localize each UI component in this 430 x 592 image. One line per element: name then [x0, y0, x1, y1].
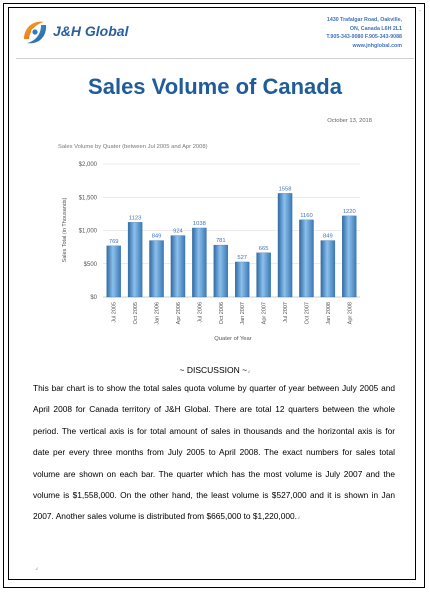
y-tick-label: $0	[90, 295, 97, 301]
x-tick-label: Apr 2006	[176, 302, 182, 324]
bar-apr-2008	[342, 215, 357, 298]
x-tick-label: Jan 2006	[155, 302, 161, 325]
x-axis-label: Quater of Year	[214, 336, 251, 342]
company-logo-icon	[24, 21, 47, 44]
data-label: 1160	[300, 213, 312, 219]
x-tick-label: Jul 2005	[112, 302, 118, 323]
margin-mark: ·	[426, 368, 428, 373]
sales-bar-chart: Sales Volume by Quater (between Jul 2005…	[58, 144, 360, 342]
discussion-text: This bar chart is to show the total sale…	[33, 383, 395, 522]
page-title: Sales Volume of Canada	[88, 74, 342, 99]
company-address: 1430 Trafalgar Road, Oakville, ON, Canad…	[326, 16, 402, 50]
website-line: www.jnhglobal.com	[352, 42, 402, 49]
y-tick-label: $2,000	[79, 162, 98, 168]
data-label: 1038	[193, 221, 206, 227]
address-line: ON, Canada L6H 2L1	[349, 25, 402, 32]
data-label: 769	[109, 239, 119, 245]
x-tick-label: Jul 2006	[197, 302, 203, 323]
chart-title: Sales Volume by Quater (between Jul 2005…	[58, 144, 208, 150]
bar-jan-2007	[234, 261, 250, 298]
data-label: 924	[173, 229, 183, 235]
discussion-paragraph: This bar chart is to show the total sale…	[33, 383, 395, 522]
bar-jul-2007	[277, 193, 293, 298]
bar-jul-2006	[192, 227, 207, 298]
bar-jan-2008	[320, 240, 336, 298]
company-name: J&H Global	[53, 23, 129, 39]
data-label: 1558	[279, 186, 292, 192]
y-axis-label: Sales Total (in Thousands)	[62, 197, 68, 262]
y-tick-label: $1,000	[79, 229, 98, 235]
discussion-heading-text: ~ DISCUSSION ~	[179, 365, 248, 375]
bar-apr-2007	[256, 252, 271, 298]
report-date: October 13, 2018	[327, 118, 372, 124]
bar-apr-2006	[170, 235, 186, 298]
bar-jul-2005	[106, 245, 121, 298]
x-tick-label: Apr 2007	[262, 302, 268, 324]
x-tick-label: Oct 2005	[133, 302, 139, 324]
corner-mark: ⌐	[419, 8, 422, 13]
header-divider	[16, 58, 414, 59]
y-tick-label: $1,500	[79, 195, 98, 201]
x-tick-label: Jan 2008	[326, 302, 332, 325]
x-tick-label: Jan 2007	[240, 302, 246, 325]
data-label: 849	[323, 234, 333, 240]
address-line: 1430 Trafalgar Road, Oakville,	[326, 17, 402, 23]
bar-oct-2006	[213, 244, 229, 298]
bar-jan-2006	[149, 240, 164, 298]
page-border	[3, 3, 425, 588]
x-tick-label: Jul 2007	[283, 302, 289, 323]
data-label: 1123	[129, 215, 141, 221]
data-label: 527	[237, 255, 247, 261]
data-label: 849	[152, 234, 162, 240]
phone-fax-line: T.905-343-9080 F.905-343-9088	[326, 34, 402, 41]
data-label: 665	[259, 246, 269, 252]
data-label: 1220	[343, 209, 356, 215]
discussion-heading: ~ DISCUSSION ~↲	[179, 365, 251, 375]
empty-paragraph-mark: ↲	[35, 566, 39, 571]
y-tick-label: $500	[84, 262, 98, 268]
x-tick-label: Oct 2007	[304, 302, 310, 324]
x-tick-label: Apr 2008	[347, 302, 353, 324]
bar-oct-2007	[299, 219, 314, 298]
content-border	[8, 7, 416, 580]
x-tick-label: Oct 2006	[219, 302, 225, 324]
data-label: 781	[216, 238, 226, 244]
bar-oct-2005	[127, 222, 143, 298]
